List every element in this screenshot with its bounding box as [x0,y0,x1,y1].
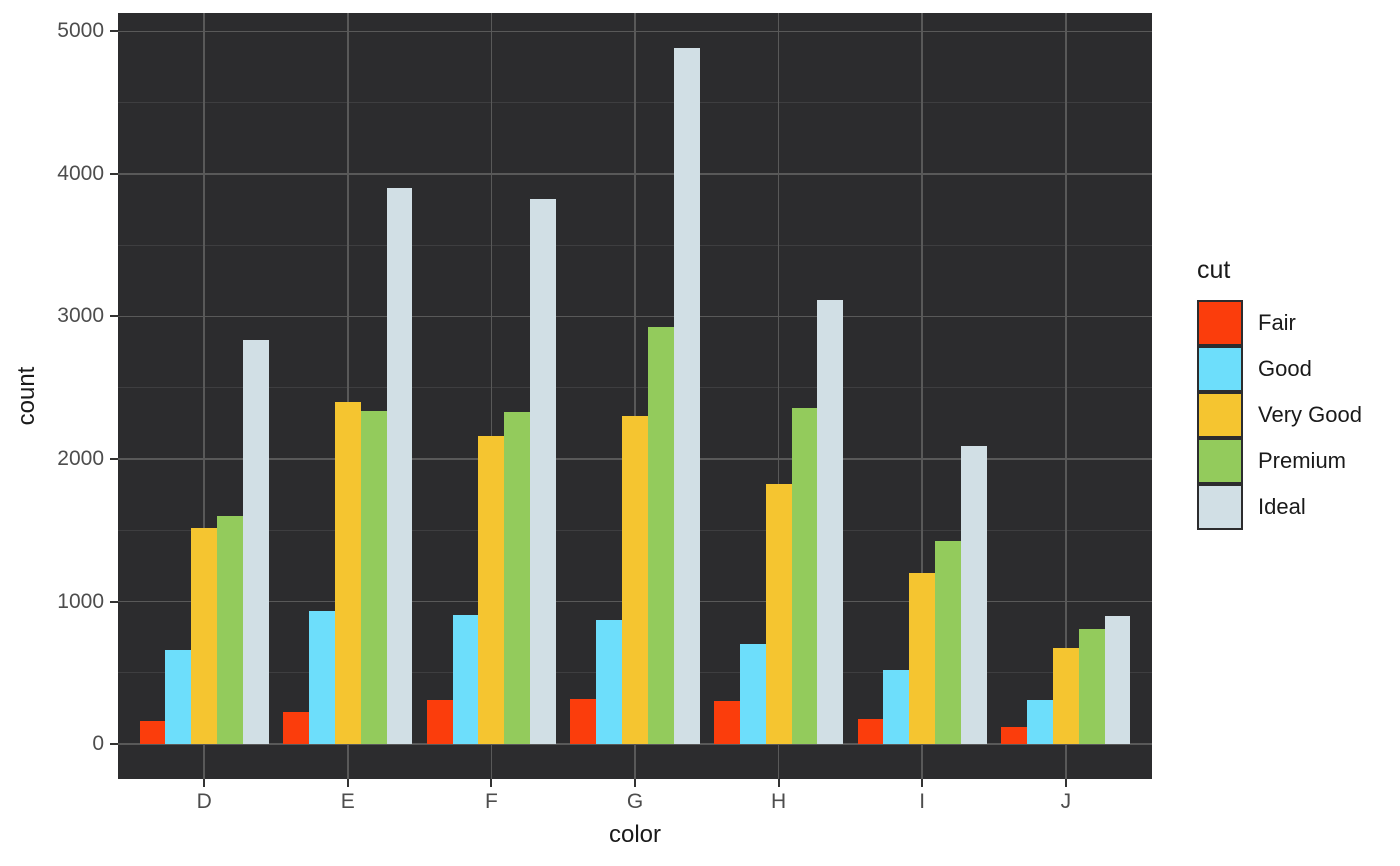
bar-fair-f [426,699,453,745]
legend-item-label: Ideal [1258,494,1306,519]
gridline-major-x [347,13,349,779]
y-axis-tick [110,315,118,318]
bar-ideal-i [960,445,987,745]
x-axis-tick [777,779,780,787]
legend-key-premium [1197,438,1243,484]
bar-good-i [883,669,910,745]
bar-good-j [1027,700,1053,745]
gridline-major-x [921,13,923,779]
legend-items: Fair Good Very Good Premium Ideal [1197,300,1362,530]
gridline-major-x [490,13,493,779]
bar-very-good-h [765,484,792,745]
legend-item-label: Good [1258,356,1312,381]
y-axis-tick-label: 1000 [57,589,104,613]
bar-fair-i [857,719,884,745]
legend-item-good: Good [1197,346,1362,392]
x-axis-tick [203,779,206,787]
y-axis-title: count [13,366,40,426]
bar-very-good-e [334,401,361,745]
y-axis-tick-label: 4000 [57,161,104,185]
bar-fair-g [570,699,597,745]
bar-fair-e [283,712,309,745]
bar-ideal-e [386,187,413,745]
bar-good-g [596,620,623,745]
y-axis-tick-label: 2000 [57,447,104,471]
legend-key-very-good [1197,392,1243,438]
x-axis-tick [634,779,636,787]
bar-ideal-h [817,300,844,745]
bar-very-good-j [1052,647,1079,745]
y-axis-tick-label: 0 [92,732,104,756]
legend-item-very-good: Very Good [1197,392,1362,438]
gridline-major-x [634,13,636,779]
y-axis-tick-label: 3000 [57,304,104,328]
legend: cut Fair Good Very Good Premium Ideal [1197,256,1362,530]
bar-very-good-d [191,528,218,745]
bar-good-h [739,644,766,745]
bar-premium-d [217,515,243,745]
gridline-major-x [777,13,780,779]
bar-premium-f [504,411,531,745]
legend-item-ideal: Ideal [1197,484,1362,530]
bar-ideal-d [242,340,269,745]
x-axis-tick-label: D [196,790,212,813]
legend-key-ideal [1197,484,1243,530]
bar-fair-d [139,720,166,745]
x-axis-tick-label: I [919,790,926,813]
x-axis-tick [490,779,493,787]
x-axis-tick-label: G [626,790,644,813]
x-axis-tick-label: F [484,790,498,813]
bar-premium-g [647,327,674,745]
legend-item-label: Premium [1258,448,1347,473]
legend-item-label: Fair [1258,310,1296,335]
x-axis-tick [921,779,924,787]
bar-ideal-j [1104,616,1131,745]
y-axis-tick [110,30,118,33]
bar-ideal-f [530,198,556,745]
gridline-major-x [203,13,205,779]
x-axis-tick-label: H [771,790,787,813]
bar-premium-i [935,540,961,745]
x-axis-tick-label: J [1060,790,1072,813]
x-axis-tick-label: E [340,790,355,813]
bar-premium-h [791,407,818,745]
bar-ideal-g [673,47,700,745]
x-axis-title: color [608,821,662,848]
legend-key-fair [1197,300,1243,346]
legend-title: cut [1197,256,1231,284]
bar-good-f [452,614,479,745]
legend-item-fair: Fair [1197,300,1362,346]
bar-very-good-f [478,435,505,745]
legend-item-label: Very Good [1258,402,1362,427]
x-axis-tick [346,779,349,787]
bar-fair-j [1001,727,1028,745]
y-axis-tick [110,743,118,746]
legend-key-good [1197,346,1243,392]
y-axis-tick [110,458,118,461]
x-axis-tick [1064,779,1067,787]
gridline-major-x [1065,13,1067,779]
y-axis-tick [110,172,118,175]
bar-very-good-g [622,416,648,745]
bar-premium-e [360,410,387,745]
legend-item-premium: Premium [1197,438,1362,484]
y-axis-tick-label: 5000 [57,19,104,43]
bar-good-d [165,649,192,745]
plot-panel [118,13,1152,779]
bar-fair-h [713,701,740,745]
bar-good-e [309,611,335,745]
y-axis-tick [110,600,118,603]
bar-premium-j [1078,628,1105,745]
bar-very-good-i [909,572,936,745]
